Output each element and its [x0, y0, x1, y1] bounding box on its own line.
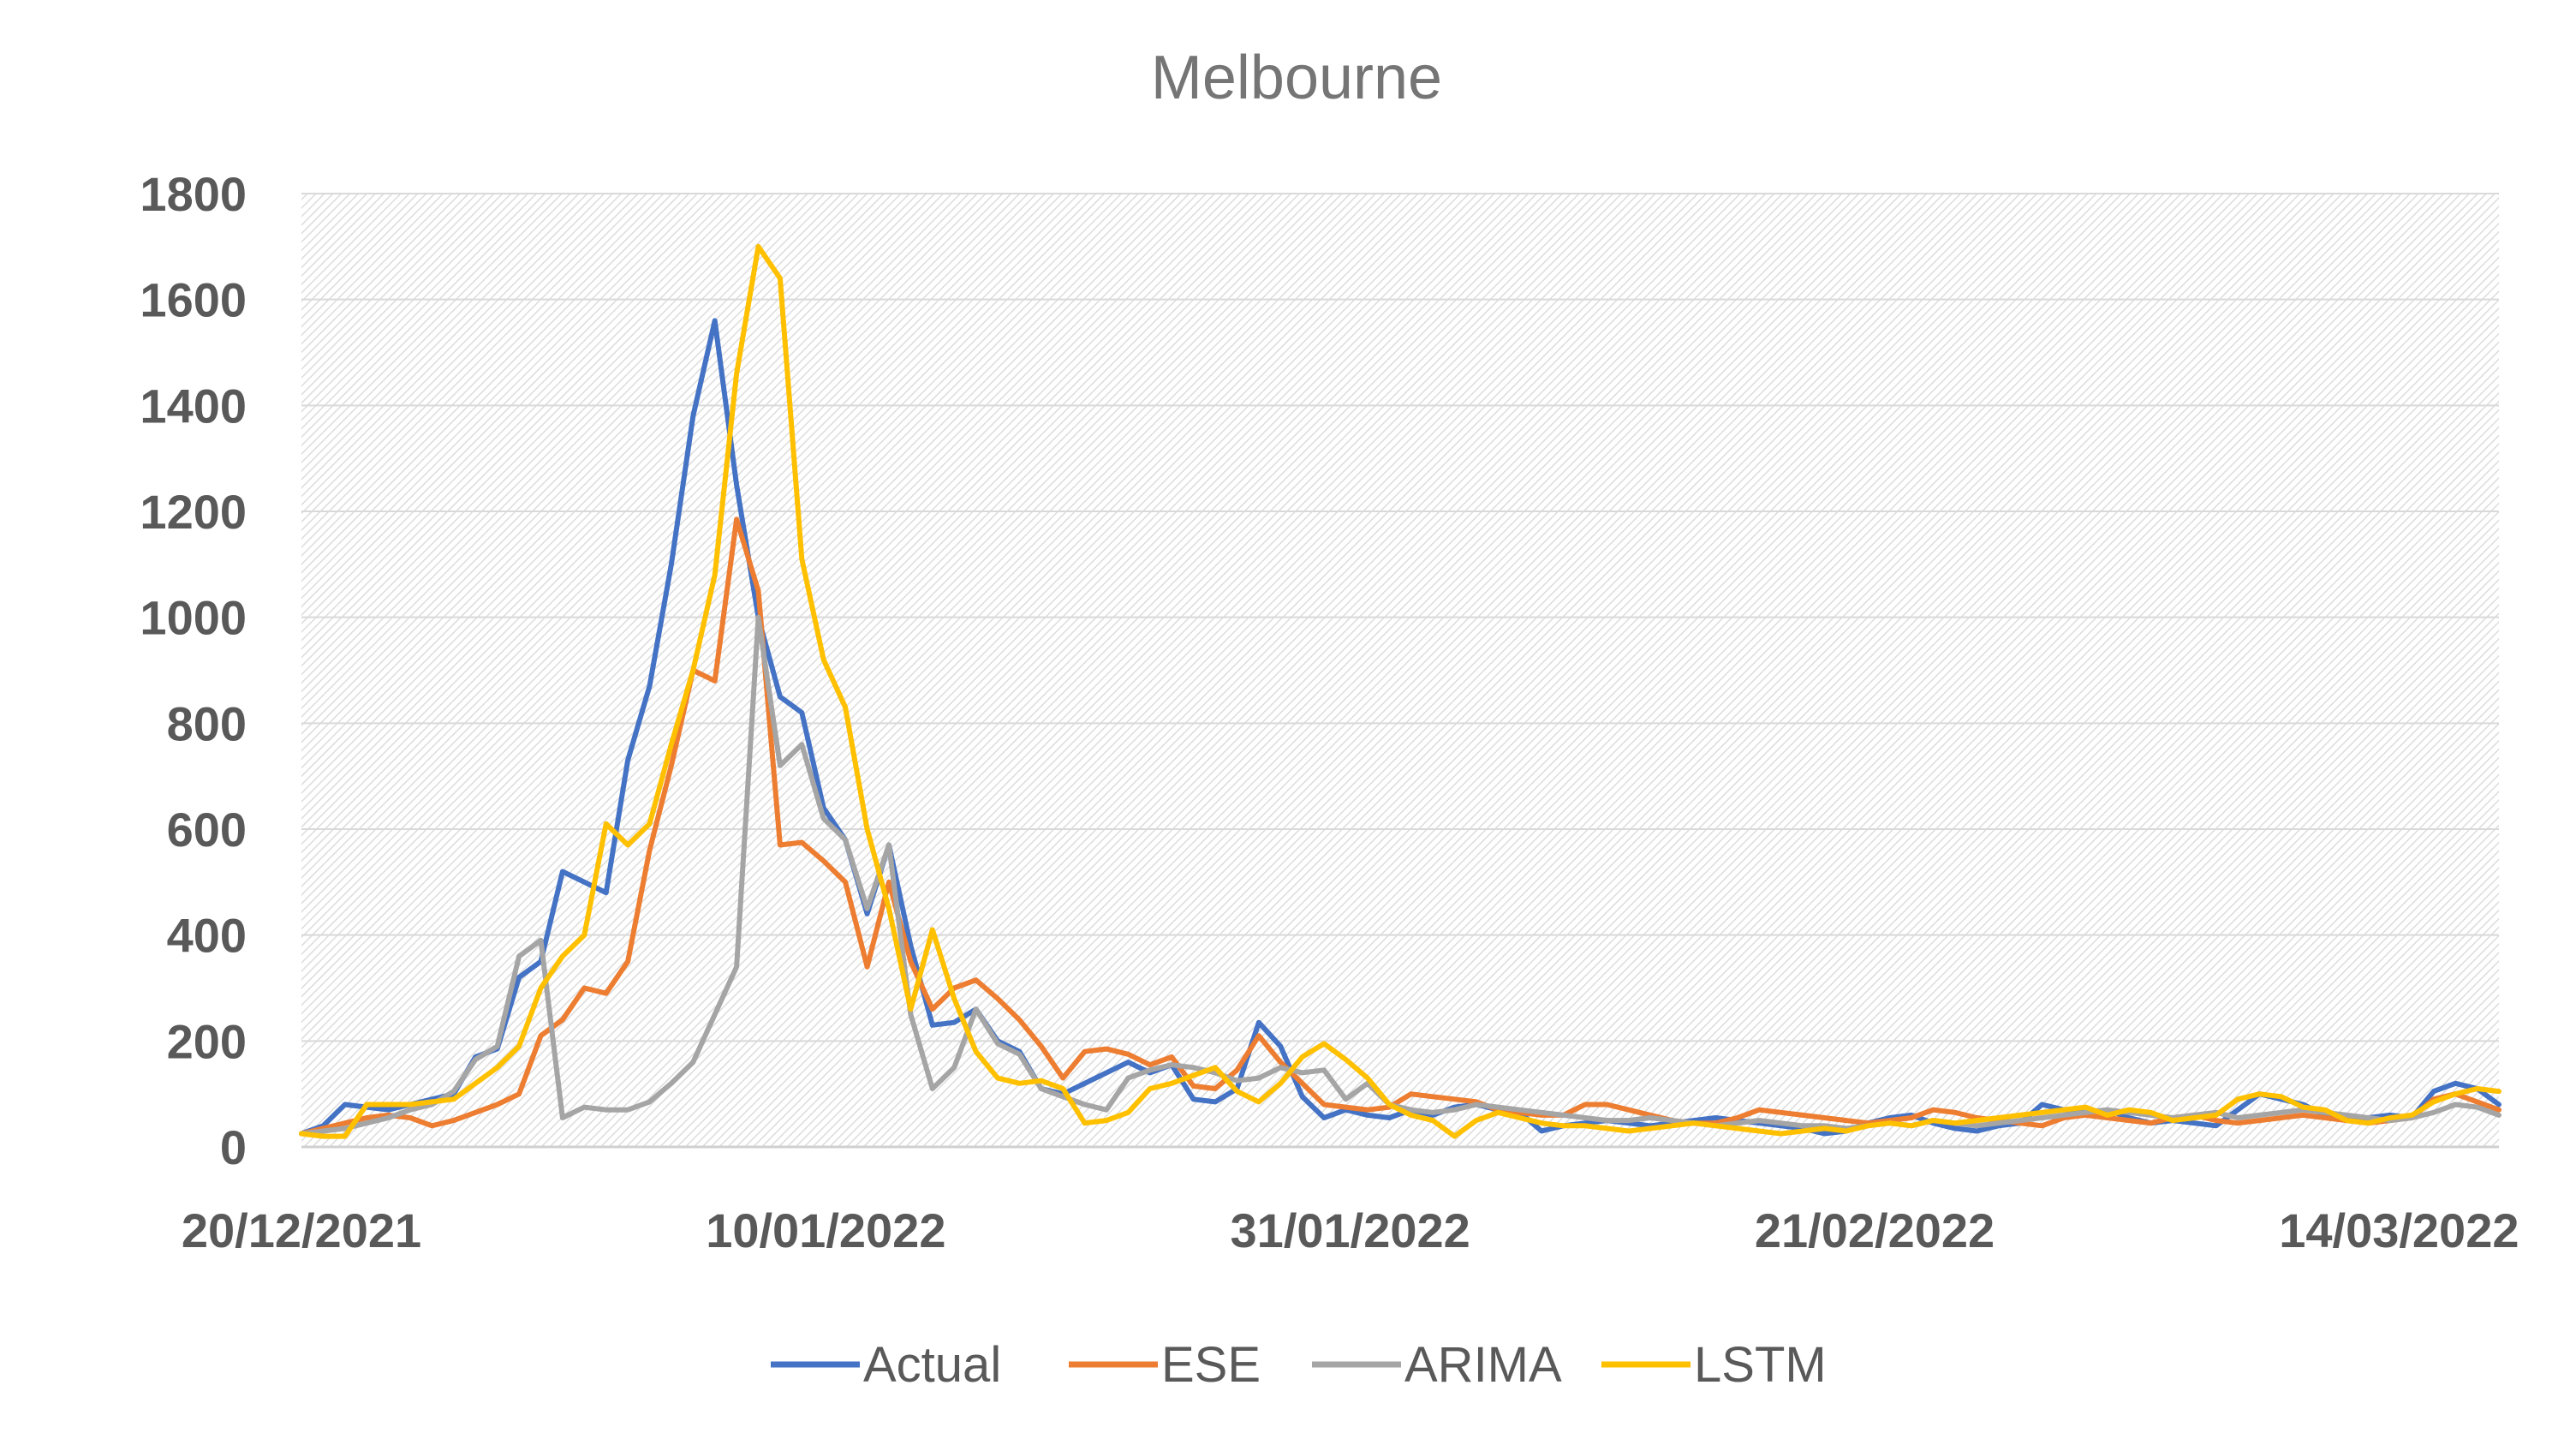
legend: Actual ESE ARIMA LSTM	[771, 1337, 1827, 1393]
chart-title: Melbourne	[1151, 44, 1442, 112]
series-line-ese	[299, 516, 2501, 1137]
series-lines	[299, 243, 2501, 1139]
legend-item-arima: ARIMA	[1312, 1337, 1562, 1393]
y-tick-label: 600	[167, 803, 247, 857]
y-tick-label: 1200	[140, 485, 247, 539]
y-tick-label: 1600	[140, 273, 247, 327]
series-line-lstm	[299, 243, 2501, 1139]
y-axis-ticks: 0 200 400 600 800 1000 1200 1400 1600 1800	[140, 167, 247, 1174]
legend-item-ese: ESE	[1069, 1337, 1261, 1393]
legend-label: LSTM	[1694, 1337, 1827, 1393]
x-axis-ticks: 20/12/2021 10/01/2022 31/01/2022 21/02/2022…	[182, 1203, 2519, 1257]
legend-item-lstm: LSTM	[1601, 1337, 1827, 1393]
y-tick-label: 400	[167, 909, 247, 963]
x-tick-label: 10/01/2022	[706, 1203, 945, 1257]
legend-label: Actual	[863, 1337, 1001, 1393]
plot-area	[301, 194, 2499, 1147]
legend-label: ARIMA	[1404, 1337, 1562, 1393]
x-tick-label: 20/12/2021	[182, 1203, 421, 1257]
x-tick-label: 21/02/2022	[1755, 1203, 1995, 1257]
gridlines	[301, 193, 2499, 1042]
y-tick-label: 1000	[140, 591, 247, 645]
y-tick-label: 1400	[140, 379, 247, 433]
x-tick-label: 31/01/2022	[1231, 1203, 1470, 1257]
y-tick-label: 800	[167, 696, 247, 750]
y-tick-label: 200	[167, 1014, 247, 1068]
y-tick-label: 1800	[140, 167, 247, 221]
legend-item-actual: Actual	[771, 1337, 1001, 1393]
y-tick-label: 0	[220, 1120, 247, 1174]
x-tick-label: 14/03/2022	[2279, 1203, 2519, 1257]
legend-label: ESE	[1161, 1337, 1261, 1393]
